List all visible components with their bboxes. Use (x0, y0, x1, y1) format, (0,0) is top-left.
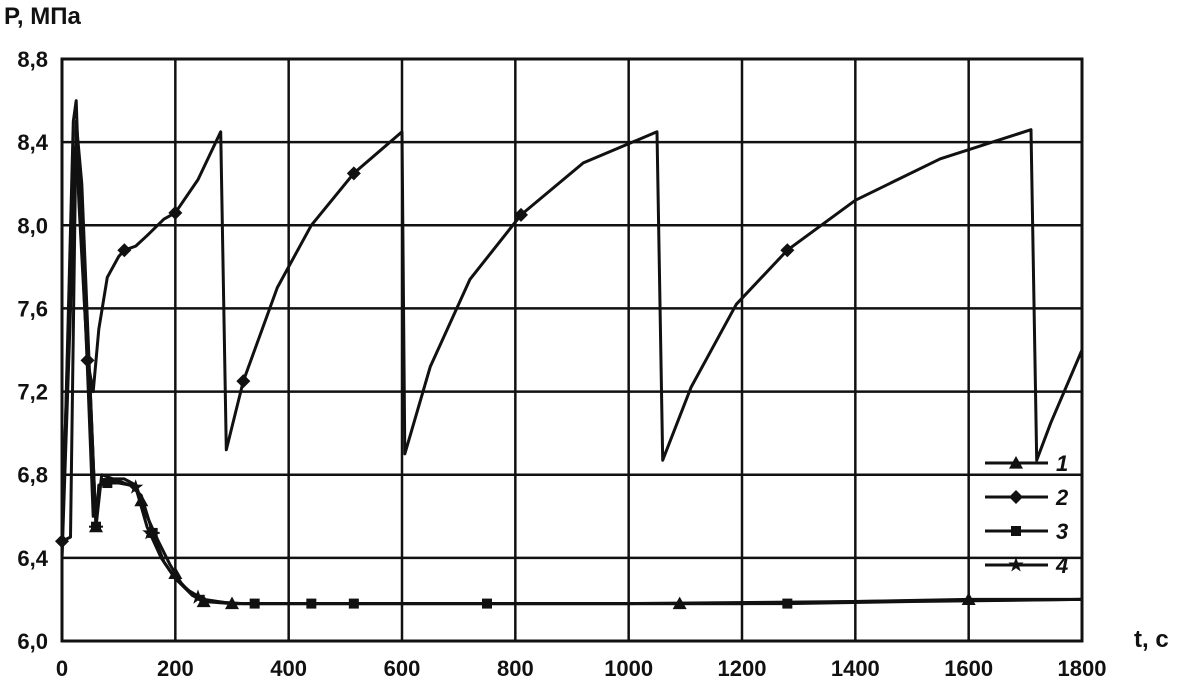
series-2-marker (55, 534, 69, 549)
series-1-line (60, 99, 1082, 606)
series-3-line (61, 119, 1083, 606)
x-tick-label: 0 (56, 656, 68, 681)
x-tick-label: 1200 (718, 656, 767, 681)
x-tick-label: 1000 (604, 656, 653, 681)
y-axis-label: P, МПа (4, 3, 81, 30)
series-1-marker (672, 596, 687, 610)
x-tick-label: 800 (497, 656, 534, 681)
x-tick-label: 1400 (831, 656, 880, 681)
y-tick-label: 6,8 (17, 463, 48, 488)
y-tick-label: 8,4 (17, 130, 48, 155)
legend-label-2: 2 (1055, 485, 1069, 510)
x-tick-label: 1600 (944, 656, 993, 681)
series-1-marker (961, 592, 976, 606)
series-2-marker (514, 207, 528, 222)
legend-label-3: 3 (1056, 519, 1068, 544)
series-4-line (60, 140, 1083, 606)
series-2-marker (117, 243, 132, 258)
series-2-marker (236, 374, 251, 389)
series-4-marker (190, 589, 206, 604)
series-4-marker (142, 524, 158, 540)
series-1-marker (225, 596, 239, 610)
y-tick-label: 8,0 (17, 213, 48, 238)
series-1-marker (134, 493, 149, 507)
legend-marker-4 (1008, 557, 1024, 572)
x-axis-label: t, c (1134, 626, 1169, 653)
x-tick-label: 200 (157, 656, 194, 681)
x-tick-label: 600 (384, 656, 421, 681)
y-tick-label: 7,2 (17, 380, 48, 405)
legend-marker-2 (1009, 490, 1023, 504)
series-1-marker (196, 594, 211, 608)
y-tick-label: 8,8 (17, 47, 48, 72)
series-markers (55, 166, 976, 610)
legend-label-1: 1 (1056, 451, 1068, 476)
x-tick-label: 400 (270, 656, 307, 681)
series-2-marker (80, 353, 95, 368)
series-4-marker (128, 479, 144, 494)
y-tick-label: 7,6 (17, 296, 48, 321)
legend-marker-1 (1009, 456, 1023, 469)
tick-labels: 0 200 400 600 800 1000 1200 1400 1600 1800 6,0 6,4 6… (17, 47, 1106, 681)
series-2-line (60, 128, 1084, 542)
series-2-marker (168, 205, 183, 220)
legend-label-4: 4 (1055, 553, 1068, 578)
y-tick-label: 6,4 (17, 546, 48, 571)
y-tick-label: 6,0 (17, 629, 48, 654)
series-2-marker (346, 166, 361, 181)
legend: 1 2 3 4 (985, 451, 1069, 578)
series-lines (60, 99, 1084, 606)
series-1-marker (168, 566, 183, 580)
grid (60, 57, 1084, 643)
x-tick-label: 1800 (1058, 656, 1107, 681)
series-2-marker (780, 243, 795, 258)
